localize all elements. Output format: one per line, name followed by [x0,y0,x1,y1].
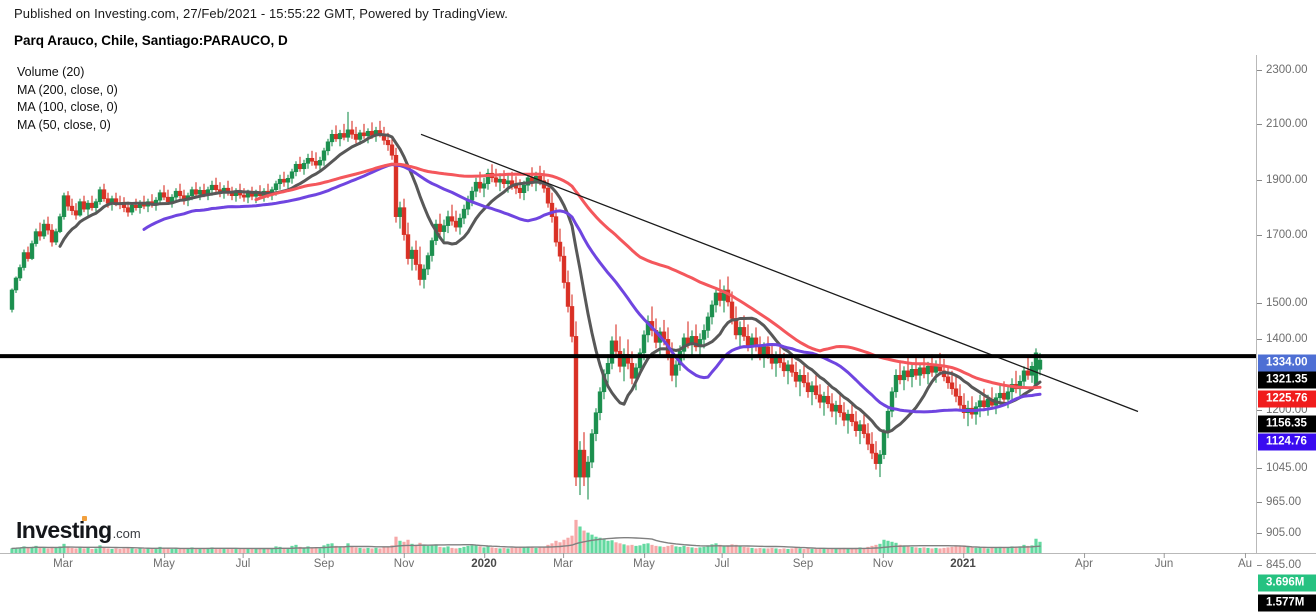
date-tick-month: Mar [53,553,73,570]
watermark-brand: Investing [16,517,112,543]
date-tick-label: Jul [235,558,251,570]
date-tick-month: Mar [553,553,573,570]
price-marker-black[interactable]: 1.577M [1258,594,1316,612]
indicator-legend: Volume (20) MA (200, close, 0) MA (100, … [17,64,118,134]
price-tick: 2300.00 [1257,64,1308,76]
symbol-title: Parq Arauco, Chile, Santiago:PARAUCO, D [14,33,288,48]
date-tick-month: Sep [313,553,335,570]
candle-series [9,111,1043,500]
date-tick-label: Mar [53,558,73,570]
date-tick-label: May [153,558,175,570]
date-tick-month: Apr [1075,553,1093,570]
price-tick: 905.00 [1257,527,1301,539]
date-tick-label: May [633,558,655,570]
price-tick-label: 1500.00 [1266,297,1308,309]
date-tick-label: 2020 [471,558,497,570]
price-tick-label: 965.00 [1266,496,1302,508]
price-tick: 2100.00 [1257,118,1308,130]
legend-item-ma50[interactable]: MA (50, close, 0) [17,117,111,132]
price-tick-label: 1045.00 [1266,462,1308,474]
legend-item-volume[interactable]: Volume (20) [17,65,85,79]
price-tick-label: 845.00 [1266,559,1302,571]
date-tick-label: Nov [872,558,894,570]
price-tick-label: 1900.00 [1266,174,1308,186]
trend-line[interactable] [420,133,1139,413]
price-tick: 845.00 [1257,559,1301,571]
investing-watermark: Investing .com [16,516,141,542]
price-marker-red[interactable]: 1225.76 [1258,390,1316,408]
volume-ma-line [11,537,1041,550]
date-tick-label: Sep [313,558,335,570]
price-marker-blue[interactable]: 1334.00 [1258,354,1316,372]
date-tick-label: Jul [714,558,730,570]
date-tick-month: Au [1237,553,1253,570]
published-line: Published on Investing.com, 27/Feb/2021 … [14,6,509,21]
legend-item-ma200[interactable]: MA (200, close, 0) [17,82,118,97]
price-tick: 1700.00 [1257,229,1308,241]
price-axis[interactable]: 2300.00 2100.00 1900.00 1700.00 1500.00 1400.… [1256,55,1316,612]
date-tick-month: Nov [393,553,415,570]
price-tick: 1045.00 [1257,462,1308,474]
date-tick-label: 2021 [950,558,976,570]
date-tick-month: Sep [792,553,814,570]
price-tick-label: 1700.00 [1266,229,1308,241]
date-tick-label: Mar [553,558,573,570]
date-tick-month: May [153,553,175,570]
chart-plot-area[interactable] [0,55,1256,553]
date-tick-year: 2021 [950,553,976,570]
price-tick: 965.00 [1257,496,1301,508]
price-tick: 1900.00 [1257,174,1308,186]
date-tick-label: Jun [1154,558,1174,570]
date-tick-month: May [633,553,655,570]
watermark-dot-icon [82,516,87,521]
date-tick-label: Nov [393,558,415,570]
price-marker-violet[interactable]: 1124.76 [1258,433,1316,451]
price-tick: 1500.00 [1257,297,1308,309]
price-tick-label: 905.00 [1266,527,1302,539]
date-tick-label: Apr [1075,558,1093,570]
date-tick-month: Jul [235,553,251,570]
date-tick-year: 2020 [471,553,497,570]
candlestick-chart [0,111,1256,553]
price-tick-label: 2100.00 [1266,118,1308,130]
legend-item-ma100[interactable]: MA (100, close, 0) [17,100,118,114]
price-tick: 1400.00 [1257,333,1308,345]
price-tick-label: 2300.00 [1266,64,1308,76]
date-tick-month: Jun [1154,553,1174,570]
watermark-suffix: .com [112,526,141,541]
date-tick-month: Jul [714,553,730,570]
date-tick-label: Sep [792,558,814,570]
ma50-line [58,132,1042,434]
price-tick-label: 1400.00 [1266,333,1308,345]
ma100-line [142,163,1042,414]
ma200-line [254,162,1042,390]
date-tick-label: Au [1237,558,1253,570]
price-marker-black[interactable]: 1156.35 [1258,415,1316,433]
price-marker-black[interactable]: 1321.35 [1258,371,1316,389]
date-tick-month: Nov [872,553,894,570]
date-axis[interactable]: Mar May Jul Sep Nov 2020 Mar May Jul Sep Nov 2021 Ap… [0,553,1316,580]
